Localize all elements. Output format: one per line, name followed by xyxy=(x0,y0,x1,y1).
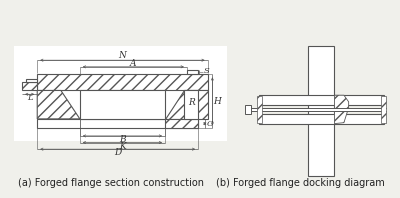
Polygon shape xyxy=(37,74,208,90)
Polygon shape xyxy=(165,90,208,119)
Polygon shape xyxy=(37,90,80,119)
Text: H: H xyxy=(213,97,221,106)
Polygon shape xyxy=(334,95,349,124)
Polygon shape xyxy=(251,108,391,111)
Polygon shape xyxy=(80,90,165,119)
Polygon shape xyxy=(308,46,334,176)
Polygon shape xyxy=(381,96,386,123)
Text: L: L xyxy=(27,94,32,102)
Text: C: C xyxy=(206,120,213,128)
Polygon shape xyxy=(37,119,198,128)
Polygon shape xyxy=(165,119,198,128)
Text: S: S xyxy=(204,67,210,75)
Text: A: A xyxy=(130,59,136,68)
Text: B: B xyxy=(119,135,126,144)
Polygon shape xyxy=(14,46,226,141)
Text: K: K xyxy=(119,142,126,151)
Text: R: R xyxy=(188,98,195,107)
Text: (a) Forged flange section construction: (a) Forged flange section construction xyxy=(18,178,204,188)
Polygon shape xyxy=(257,96,262,123)
Text: (b) Forged flange docking diagram: (b) Forged flange docking diagram xyxy=(216,178,385,188)
Polygon shape xyxy=(246,105,251,114)
Text: D: D xyxy=(114,148,121,157)
Text: N: N xyxy=(118,51,126,60)
Polygon shape xyxy=(259,114,384,124)
Polygon shape xyxy=(391,105,397,114)
Polygon shape xyxy=(26,79,37,82)
Polygon shape xyxy=(187,70,198,74)
Polygon shape xyxy=(22,82,37,90)
Polygon shape xyxy=(184,90,198,119)
Polygon shape xyxy=(259,95,384,105)
